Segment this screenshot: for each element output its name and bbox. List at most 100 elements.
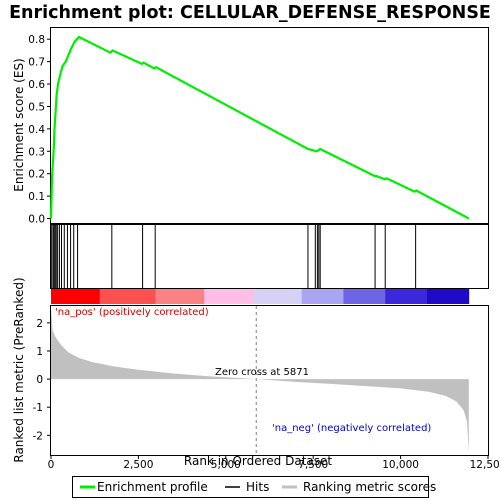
color-bar-segment: [197, 289, 205, 304]
es-panel-frame: [50, 27, 489, 224]
metric-y-tick-label: 1: [36, 346, 43, 358]
color-bar-segment: [204, 289, 212, 304]
color-bar-segment: [127, 289, 135, 304]
color-bar-segment: [433, 289, 442, 304]
x-tick-label: 7,500: [298, 459, 328, 471]
rank-color-bar: [51, 289, 470, 304]
es-y-axis-label: Enrichment score (ES): [12, 58, 26, 191]
metric-x-ticks: 0 2,500 5,000 7,500 10,000 12,500: [48, 455, 500, 471]
color-bar-segment: [461, 289, 470, 304]
es-y-tick-label: 0.4: [28, 124, 45, 136]
color-bar-segment: [357, 289, 365, 304]
color-bar-segment: [134, 289, 142, 304]
legend-profile-label: Enrichment profile: [97, 480, 208, 494]
hits-panel: [50, 224, 489, 289]
color-bar-segment: [113, 289, 122, 304]
es-y-tick-label: 0.3: [28, 146, 45, 158]
zero-cross-label: Zero cross at 5871: [215, 367, 309, 378]
metric-y-ticks: -2 -1 0 1 2: [33, 318, 51, 442]
legend: Enrichment profile Hits Ranking metric s…: [72, 476, 436, 498]
color-bar-segment: [294, 289, 303, 304]
color-bar-segment: [176, 289, 184, 304]
color-bar-segment: [364, 289, 372, 304]
x-tick-label: 0: [48, 459, 55, 471]
color-bar-segment: [406, 289, 414, 304]
color-bar-segment: [64, 289, 73, 304]
color-bar-segment: [336, 289, 344, 304]
color-bar-segment: [218, 289, 226, 304]
es-y-ticks: 0.0 0.1 0.2 0.3 0.4 0.5 0.6 0.7 0.8: [28, 34, 51, 226]
color-bar-segment: [211, 289, 219, 304]
metric-y-tick-label: -1: [33, 402, 43, 414]
color-bar-segment: [78, 289, 87, 304]
color-bar-segment: [378, 289, 386, 304]
color-bar-segment: [266, 289, 275, 304]
color-bar-segment: [454, 289, 463, 304]
color-bar-segment: [308, 289, 316, 304]
color-bar-segment: [252, 289, 261, 304]
positive-correlation-label: 'na_pos' (positively correlated): [55, 307, 209, 318]
color-bar-segment: [190, 289, 198, 304]
x-tick-label: 10,000: [382, 459, 419, 471]
color-bar-segment: [280, 289, 289, 304]
es-y-tick-label: 0.6: [28, 79, 45, 91]
color-bar-segment: [183, 289, 191, 304]
color-bar-segment: [169, 289, 177, 304]
metric-y-tick-label: -2: [33, 430, 43, 442]
enrichment-profile-line: [49, 35, 470, 220]
hit-markers: [51, 225, 417, 288]
metric-y-tick-label: 2: [36, 318, 43, 330]
color-bar-segment: [392, 289, 400, 304]
color-bar-segment: [440, 289, 449, 304]
es-y-tick-label: 0.2: [28, 169, 45, 181]
color-bar-segment: [426, 289, 435, 304]
color-bar-segment: [85, 289, 94, 304]
x-axis-label: Rank in Ordered Dataset: [184, 454, 332, 468]
x-tick-label: 5,000: [211, 459, 241, 471]
es-y-tick-label: 0.5: [28, 101, 45, 113]
color-bar-segment: [273, 289, 282, 304]
color-bar-segment: [232, 289, 240, 304]
es-y-tick-label: 0.7: [28, 57, 45, 69]
color-bar-segment: [315, 289, 323, 304]
legend-box: [72, 476, 429, 498]
color-bar-segment: [287, 289, 296, 304]
color-bar-segment: [148, 289, 156, 304]
color-bar-segment: [225, 289, 233, 304]
hits-panel-frame: [50, 224, 489, 289]
color-bar-segment: [329, 289, 337, 304]
metric-y-tick-label: 0: [36, 374, 43, 386]
color-bar-segment: [385, 289, 393, 304]
color-bar-segment: [71, 289, 80, 304]
color-bar-segment: [399, 289, 407, 304]
color-bar-segment: [245, 289, 254, 304]
color-bar-segment: [447, 289, 456, 304]
color-bar-segment: [350, 289, 358, 304]
color-bar-segment: [120, 289, 128, 304]
color-bar-segment: [155, 289, 163, 304]
legend-metric-label: Ranking metric scores: [303, 480, 436, 494]
color-bar-segment: [413, 289, 421, 304]
color-bar-segment: [99, 289, 108, 304]
color-bar-segment: [259, 289, 268, 304]
es-y-tick-label: 0.0: [28, 214, 45, 226]
es-y-tick-label: 0.1: [28, 191, 45, 203]
color-bar-segment: [141, 289, 149, 304]
color-bar-segment: [92, 289, 101, 304]
color-bar-segment: [162, 289, 170, 304]
legend-hits-label: Hits: [246, 480, 269, 494]
color-bar-segment: [106, 289, 115, 304]
metric-panel-frame: [50, 305, 489, 456]
color-bar-segment: [420, 289, 428, 304]
metric-panel: -2 -1 0 1 2 0 2,500 5,000 7,500 10,000 12,500 'na…: [12, 277, 500, 471]
negative-correlation-label: 'na_neg' (negatively correlated): [272, 423, 431, 434]
color-bar-segment: [301, 289, 310, 304]
color-bar-segment: [238, 289, 247, 304]
metric-y-axis-label: Ranked list metric (PreRanked): [12, 277, 26, 462]
es-y-tick-label: 0.8: [28, 34, 45, 46]
color-bar-segment: [371, 289, 379, 304]
ranking-metric-area: [51, 308, 469, 453]
color-bar-segment: [57, 289, 66, 304]
x-tick-label: 12,500: [470, 459, 500, 471]
